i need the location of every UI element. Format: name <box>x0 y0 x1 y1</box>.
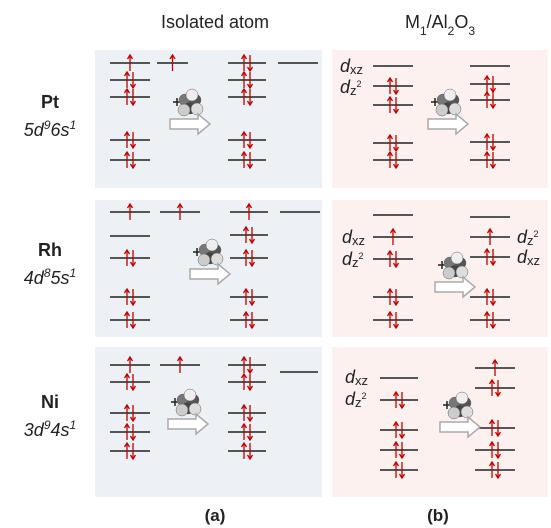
atom <box>206 239 218 251</box>
atom <box>456 266 468 278</box>
atom <box>456 392 468 404</box>
panels <box>95 50 548 497</box>
text-part: 3 <box>468 24 475 38</box>
text-part: 4s <box>51 420 70 440</box>
text-part: /Al <box>427 12 448 32</box>
panel-a-ni <box>95 347 322 497</box>
atom <box>211 253 223 265</box>
text-part: 1 <box>70 118 77 132</box>
element-label: Ni <box>41 392 59 412</box>
text-part: xz <box>350 62 363 77</box>
text-part: 2 <box>357 79 362 89</box>
electron-config: 4d85s1 <box>24 266 76 288</box>
text-part: M <box>405 12 420 32</box>
element-label: Pt <box>41 92 59 112</box>
element-label: Rh <box>38 240 62 260</box>
atom <box>436 104 448 116</box>
text-part: xz <box>355 373 368 388</box>
atom <box>198 254 210 266</box>
text-part: 1 <box>70 266 77 280</box>
text-part: 5s <box>51 268 70 288</box>
column-header: Isolated atom <box>161 12 269 32</box>
column-header: M1/Al2O3 <box>405 12 475 38</box>
text-part: 2 <box>359 251 364 261</box>
atom <box>444 89 456 101</box>
text-part: xz <box>527 253 540 268</box>
atom <box>191 103 203 115</box>
text-part: 5d <box>24 120 45 140</box>
page: Isolated atom M1/Al2O3 (a) (b) Pt5d96s1R… <box>0 0 551 528</box>
panel-b-rh <box>332 200 548 337</box>
panel-label: (a) <box>205 506 226 525</box>
atom <box>184 389 196 401</box>
text-part: 6s <box>51 120 70 140</box>
atom <box>451 252 463 264</box>
atom <box>178 104 190 116</box>
electron-config: 5d96s1 <box>24 118 76 140</box>
atom <box>449 103 461 115</box>
text-part: 3d <box>24 420 45 440</box>
atom <box>448 407 460 419</box>
atom <box>189 403 201 415</box>
atom <box>461 406 473 418</box>
text-part: 1 <box>70 418 77 432</box>
text-part: 4d <box>24 268 45 288</box>
text-part: O <box>454 12 468 32</box>
atom <box>186 89 198 101</box>
panel-a-pt <box>95 50 322 188</box>
text-part: 2 <box>534 229 539 239</box>
atom <box>443 267 455 279</box>
panel-label: (b) <box>427 506 449 525</box>
text-part: xz <box>352 233 365 248</box>
electron-config: 3d94s1 <box>24 418 76 440</box>
atom <box>176 404 188 416</box>
text-part: 2 <box>362 391 367 401</box>
diagram: Isolated atom M1/Al2O3 (a) (b) Pt5d96s1R… <box>0 0 551 528</box>
